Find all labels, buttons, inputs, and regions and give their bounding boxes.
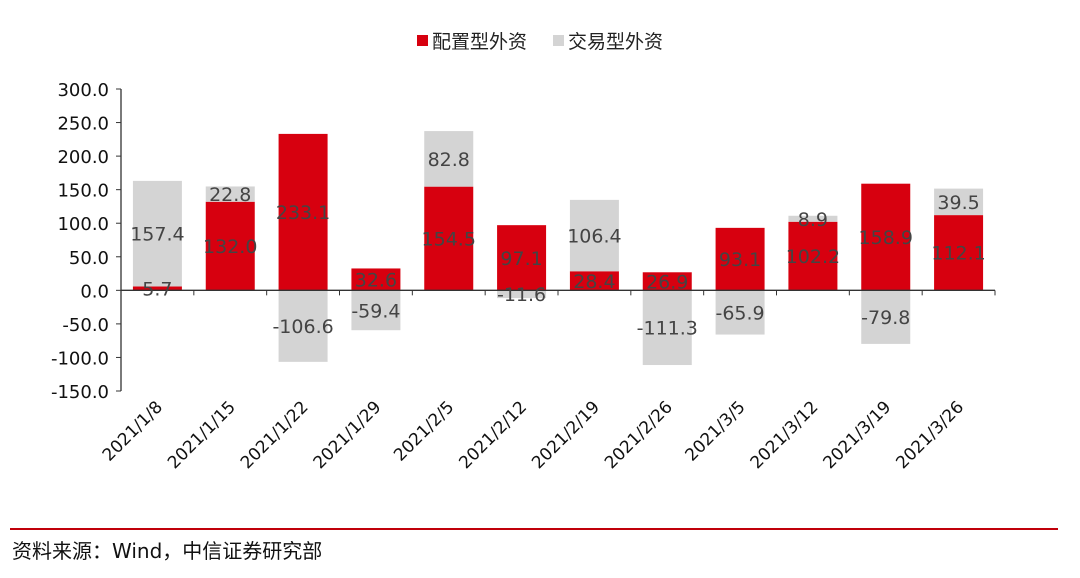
data-label-allocation: 32.6 bbox=[355, 269, 397, 291]
bar-trading bbox=[569, 199, 619, 272]
x-tick-label: 2021/2/19 bbox=[528, 397, 604, 473]
bar-trading bbox=[715, 290, 765, 335]
bar-trading bbox=[642, 290, 692, 366]
bar-trading bbox=[497, 290, 547, 299]
chart-legend: 配置型外资 交易型外资 bbox=[0, 27, 1080, 54]
legend-item-allocation: 配置型外资 bbox=[416, 27, 527, 54]
bar-allocation bbox=[497, 225, 547, 291]
data-label-allocation: 102.2 bbox=[786, 246, 840, 268]
bar-trading bbox=[788, 215, 838, 222]
data-label-trading: 106.4 bbox=[567, 226, 621, 248]
bar-allocation bbox=[788, 221, 838, 291]
data-label-allocation: 233.1 bbox=[276, 202, 330, 224]
bar-trading bbox=[132, 180, 182, 287]
bar-trading bbox=[861, 290, 911, 344]
y-tick-label: 0.0 bbox=[80, 281, 109, 302]
y-tick-label: 150.0 bbox=[57, 181, 109, 202]
bar-allocation bbox=[205, 201, 255, 291]
x-tick-label: 2021/3/5 bbox=[681, 397, 749, 465]
data-label-trading: -79.8 bbox=[861, 307, 910, 329]
bar-allocation bbox=[934, 215, 984, 291]
legend-label-allocation: 配置型外资 bbox=[431, 31, 527, 53]
bar-trading bbox=[351, 290, 401, 331]
x-tick-label: 2021/3/19 bbox=[820, 397, 896, 473]
data-label-trading: 8.9 bbox=[798, 209, 828, 231]
x-tick-label: 2021/1/29 bbox=[310, 397, 386, 473]
legend-label-trading: 交易型外资 bbox=[568, 31, 664, 53]
bar-allocation bbox=[642, 272, 692, 291]
bar-trading bbox=[424, 131, 474, 187]
y-tick-label: 50.0 bbox=[69, 248, 109, 269]
bar-trading bbox=[278, 290, 328, 362]
y-tick-label: -150.0 bbox=[51, 382, 109, 403]
data-label-trading: 157.4 bbox=[130, 224, 184, 246]
data-label-trading: 82.8 bbox=[428, 149, 470, 171]
data-label-allocation: 97.1 bbox=[500, 248, 542, 270]
y-tick-label: 100.0 bbox=[57, 214, 109, 235]
x-tick-label: 2021/3/26 bbox=[892, 397, 968, 473]
data-label-allocation: 26.9 bbox=[646, 271, 688, 293]
y-tick-label: 300.0 bbox=[57, 80, 109, 101]
legend-swatch-trading bbox=[553, 35, 564, 46]
data-label-allocation: 158.9 bbox=[859, 227, 913, 249]
bar-allocation bbox=[351, 268, 401, 291]
x-tick-label: 2021/1/22 bbox=[237, 397, 313, 473]
data-label-allocation: 93.1 bbox=[719, 249, 761, 271]
data-label-allocation: 154.5 bbox=[422, 228, 476, 250]
bar-chart: 300.0 250.0 200.0 150.0 100.0 50.0 0.0 -50.0 -10… bbox=[51, 80, 996, 473]
bar-allocation bbox=[132, 286, 182, 291]
bar-allocation bbox=[861, 183, 911, 291]
x-tick-label: 2021/2/26 bbox=[601, 397, 677, 473]
data-label-trading: -11.6 bbox=[497, 284, 546, 306]
data-label-allocation: 5.7 bbox=[142, 278, 172, 300]
y-tick-label: 250.0 bbox=[57, 114, 109, 135]
data-label-allocation: 132.0 bbox=[203, 236, 257, 258]
data-label-trading: 22.8 bbox=[209, 184, 251, 206]
data-label-trading: -59.4 bbox=[351, 300, 400, 322]
legend-item-trading: 交易型外资 bbox=[553, 27, 663, 54]
data-label-trading: 39.5 bbox=[937, 192, 979, 214]
y-tick-label: -100.0 bbox=[51, 348, 109, 369]
y-tick-label: -50.0 bbox=[62, 315, 109, 336]
bar-allocation bbox=[569, 271, 619, 291]
data-label-trading: -111.3 bbox=[637, 318, 698, 340]
legend-swatch-allocation bbox=[416, 35, 428, 46]
x-tick-label: 2021/1/8 bbox=[99, 397, 167, 465]
bar-allocation bbox=[424, 186, 474, 291]
x-tick-label: 2021/3/12 bbox=[747, 397, 823, 473]
data-label-trading: -106.6 bbox=[272, 316, 333, 338]
bar-allocation bbox=[278, 133, 328, 291]
footer-divider bbox=[10, 528, 1058, 530]
x-tick-label: 2021/1/15 bbox=[164, 397, 240, 473]
source-note: 资料来源：Wind，中信证券研究部 bbox=[12, 539, 323, 563]
data-label-allocation: 28.4 bbox=[573, 271, 615, 293]
data-label-trading: -65.9 bbox=[715, 302, 764, 324]
bar-trading bbox=[934, 188, 984, 216]
bar-allocation bbox=[715, 227, 765, 291]
data-label-allocation: 112.1 bbox=[931, 243, 985, 265]
y-tick-label: 200.0 bbox=[57, 147, 109, 168]
x-tick-label: 2021/2/12 bbox=[455, 397, 531, 473]
x-tick-label: 2021/2/5 bbox=[390, 397, 458, 465]
bar-trading bbox=[205, 186, 255, 202]
